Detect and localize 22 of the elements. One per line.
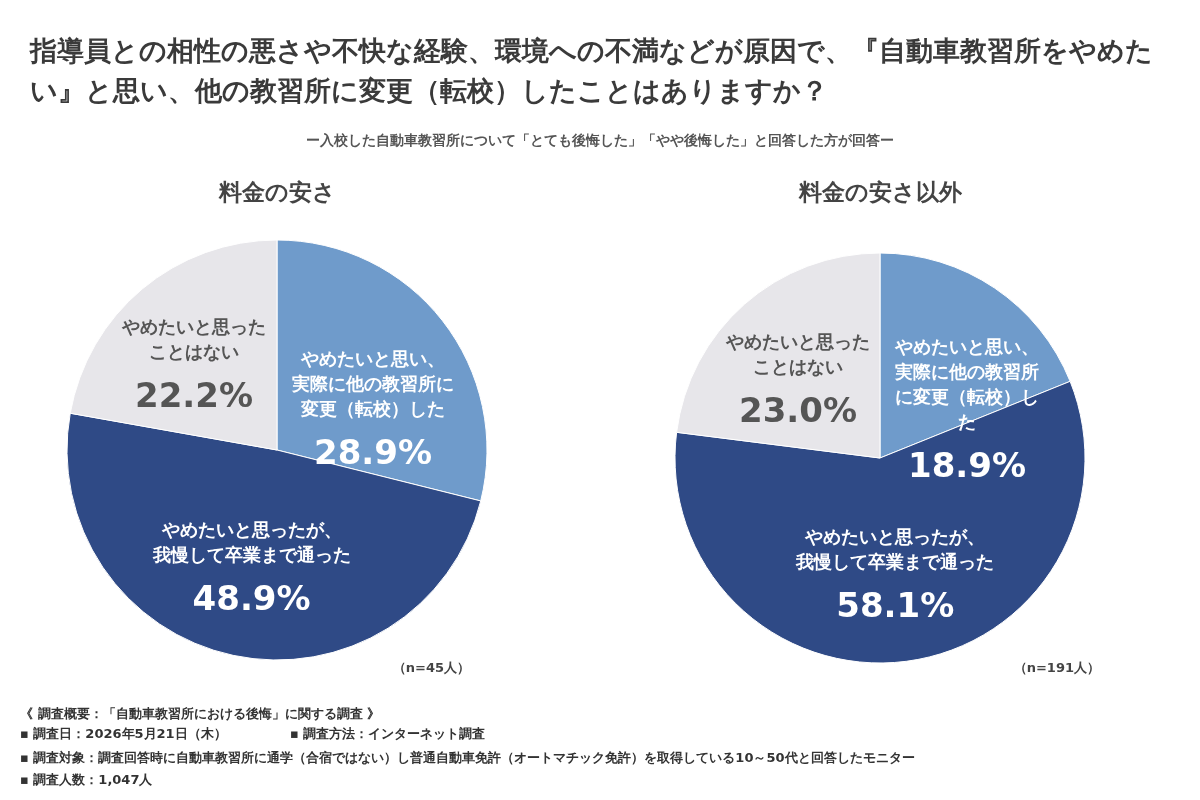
text: （n=45人）: [392, 660, 470, 675]
text: 《 調査概要：「自動車教習所における後悔」に関する調査 》: [20, 706, 381, 721]
text: ▪ 調査方法：インターネット調査: [290, 726, 486, 741]
slice-label: やめたいと思ったが、我慢して卒業まで通った: [795, 525, 995, 572]
text: 料金の安さ: [217, 179, 336, 205]
slice-label: やめたいと思ったが、我慢して卒業まで通った: [151, 519, 351, 566]
data-label: 22.2%: [135, 374, 253, 415]
slice-label: やめたいと思ったことはない: [121, 315, 266, 362]
data-label: 48.9%: [192, 578, 311, 619]
text: 指導員との相性の悪さや不快な経験、環境への不満などが原因で、『自動車教習所をやめたい』と思い、他の教習所に変更（転校）したことはありますか？: [29, 35, 1153, 106]
data-label: 23.0%: [739, 389, 857, 430]
data-label: 18.9%: [908, 445, 1026, 486]
text: ▪ 調査人数：1,047人: [20, 772, 154, 787]
slice-label: やめたいと思い、実際に他の教習所に変更（転校）した: [291, 347, 455, 419]
text: 料金の安さ以外: [797, 179, 963, 205]
text: （n=191人）: [1013, 660, 1100, 675]
text: ▪ 調査日：2026年5月21日（木）: [20, 726, 227, 741]
data-label: 28.9%: [314, 431, 432, 472]
text: ▪ 調査対象：調査回答時に自動車教習所に通学（合宿ではない）し普通自動車免許（オートマチック免許）を取得している10～50代と回答したモニター: [20, 750, 915, 765]
data-label: 58.1%: [836, 584, 955, 625]
text: ー入校した自動車教習所について「とても後悔した」「やや後悔した」と回答した方が回答ー: [306, 132, 894, 148]
slice-label: やめたいと思ったことはない: [725, 330, 870, 377]
